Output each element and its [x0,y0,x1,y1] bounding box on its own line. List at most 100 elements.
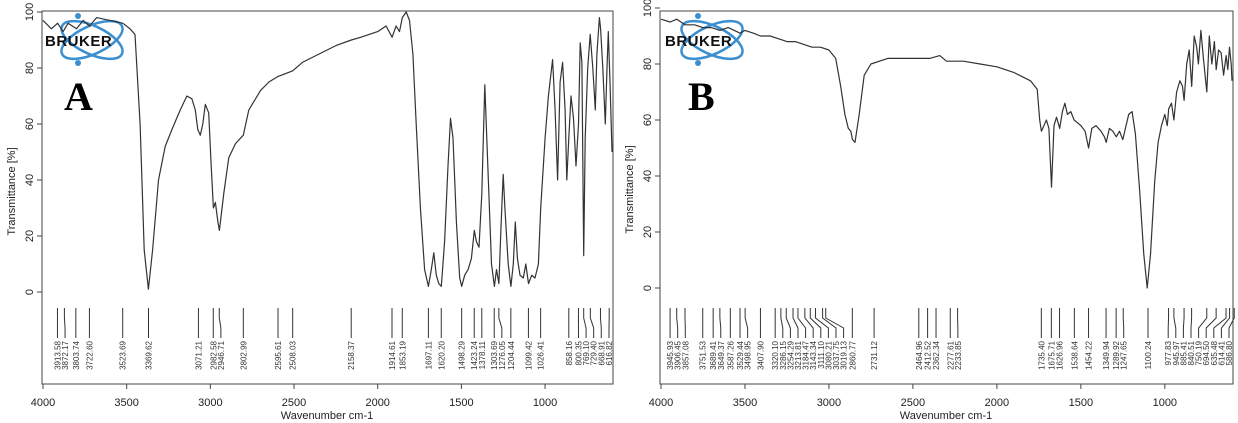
peak-label: 3369.62 [144,340,153,369]
peak-label: 1498.29 [458,340,467,369]
peak-label: 3945.93 [666,340,675,369]
peak-label: 858.16 [565,340,574,365]
x-tick-label: 1000 [533,397,557,409]
panel-label: A [64,74,93,119]
peak-label: 1620.20 [437,340,446,369]
peak-label: 3529.44 [736,340,745,369]
peak-marker-line [1205,308,1217,338]
peak-label: 1026.41 [537,340,546,369]
x-tick-label: 2500 [901,397,925,409]
y-tick-label: 80 [642,58,654,70]
plot-frame [41,10,614,385]
x-axis-label: Wavenumber cm-1 [281,410,374,422]
peak-marker-line [1213,308,1227,338]
peak-label: 1538.64 [1070,340,1079,369]
peak-label: 1626.96 [1056,340,1065,369]
peak-label: 1204.44 [507,340,516,369]
peak-label: 769.10 [582,340,591,365]
peak-label: 800.35 [574,340,583,365]
y-axis-label: Transmittance [%] [624,145,636,233]
peak-marker-line [676,308,679,338]
peak-label: 1289.92 [1112,340,1121,369]
peak-label: 3111.10 [817,340,826,368]
peak-label: 1276.05 [498,340,507,369]
peak-label: 3184.47 [802,340,811,369]
peak-label: 3587.26 [726,340,735,369]
peak-label: 3689.41 [709,340,718,369]
peak-label: 3803.74 [72,340,81,369]
peak-marker-line [1198,308,1208,338]
peak-label: 668.91 [597,340,606,365]
peak-label: 2233.85 [954,340,963,369]
peak-label: 3751.53 [699,340,708,369]
peak-label: 1349.94 [1102,340,1111,369]
peak-label: 1303.69 [490,340,499,369]
panel-label: B [688,74,715,119]
peak-label: 3906.45 [674,340,683,369]
peak-marker-line [780,308,784,338]
peak-label: 1853.19 [398,340,407,369]
peak-label: 2508.03 [289,340,298,369]
y-tick-label: 100 [24,3,36,21]
x-tick-label: 1500 [449,397,473,409]
peak-label: 885.41 [1179,340,1188,365]
peak-marker-line [1228,308,1235,338]
peak-label: 2277.61 [946,340,955,369]
peak-marker-line [63,308,66,338]
spectrum-panel-b: BRUKER B 0 20 40 60 80 100 4000 3500 3000 2500 200… [624,0,1235,422]
peak-label: 1247.65 [1120,340,1129,369]
x-tick-label: 3500 [114,397,138,409]
bruker-logo-text: BRUKER [45,33,112,50]
y-tick-label: 40 [24,174,36,186]
peak-label: 614.41 [1217,340,1226,365]
x-tick-label: 2000 [985,397,1009,409]
y-tick-label: 0 [642,285,654,291]
peak-label: 3071.21 [194,340,203,369]
peak-label: 3857.08 [681,340,690,369]
peak-marker-line [1173,308,1177,338]
spectrum-line [660,18,1233,289]
x-tick-label: 3500 [733,397,757,409]
y-tick-label: 20 [642,226,654,238]
x-tick-label: 1500 [1069,397,1093,409]
peak-marker-line [498,308,503,338]
peak-label: 3254.29 [786,340,795,369]
peak-label: 3320.10 [771,340,780,369]
peak-label: 2595.61 [274,340,283,369]
peak-label: 1697.11 [424,340,433,369]
peak-marker-line [744,308,749,338]
y-tick-label: 80 [24,62,36,74]
peak-label: 840.51 [1187,340,1196,365]
peak-label: 2946.71 [217,340,226,369]
peak-label: 3872.17 [61,340,70,369]
y-tick-label: 100 [642,0,654,17]
peak-label: 2731.12 [870,340,879,369]
peak-marker-line [785,308,791,338]
peak-label: 1735.40 [1037,340,1046,369]
spectrum-line [42,11,613,290]
bruker-logo: BRUKER [665,13,744,66]
peak-marker-line [825,308,845,338]
peak-label: 3523.69 [119,340,128,369]
peak-label: 694.50 [1202,340,1211,365]
bruker-logo-text: BRUKER [665,33,732,50]
x-tick-label: 3000 [198,397,222,409]
spectrum-panel-a: BRUKER A 0 20 40 60 80 100 4000 3500 3000 2500 200… [6,3,614,422]
y-tick-label: 0 [24,289,36,295]
peak-label: 2464.96 [915,340,924,369]
peak-marker-line [809,308,822,338]
peak-label: 3722.60 [85,340,94,369]
y-tick-label: 40 [642,170,654,182]
peak-label: 3913.58 [53,340,62,369]
bruker-logo: BRUKER [45,13,124,66]
x-tick-label: 2000 [365,397,389,409]
peak-label: 616.82 [605,340,614,365]
y-axis-label: Transmittance [%] [6,147,18,235]
peak-marker-line [1220,308,1231,338]
x-tick-label: 4000 [31,397,55,409]
peak-label: 750.19 [1195,340,1204,365]
peak-marker-line [822,308,837,338]
peak-label: 586.80 [1225,340,1234,365]
peak-marker-line [599,308,602,338]
peak-label: 2982.58 [209,340,218,369]
